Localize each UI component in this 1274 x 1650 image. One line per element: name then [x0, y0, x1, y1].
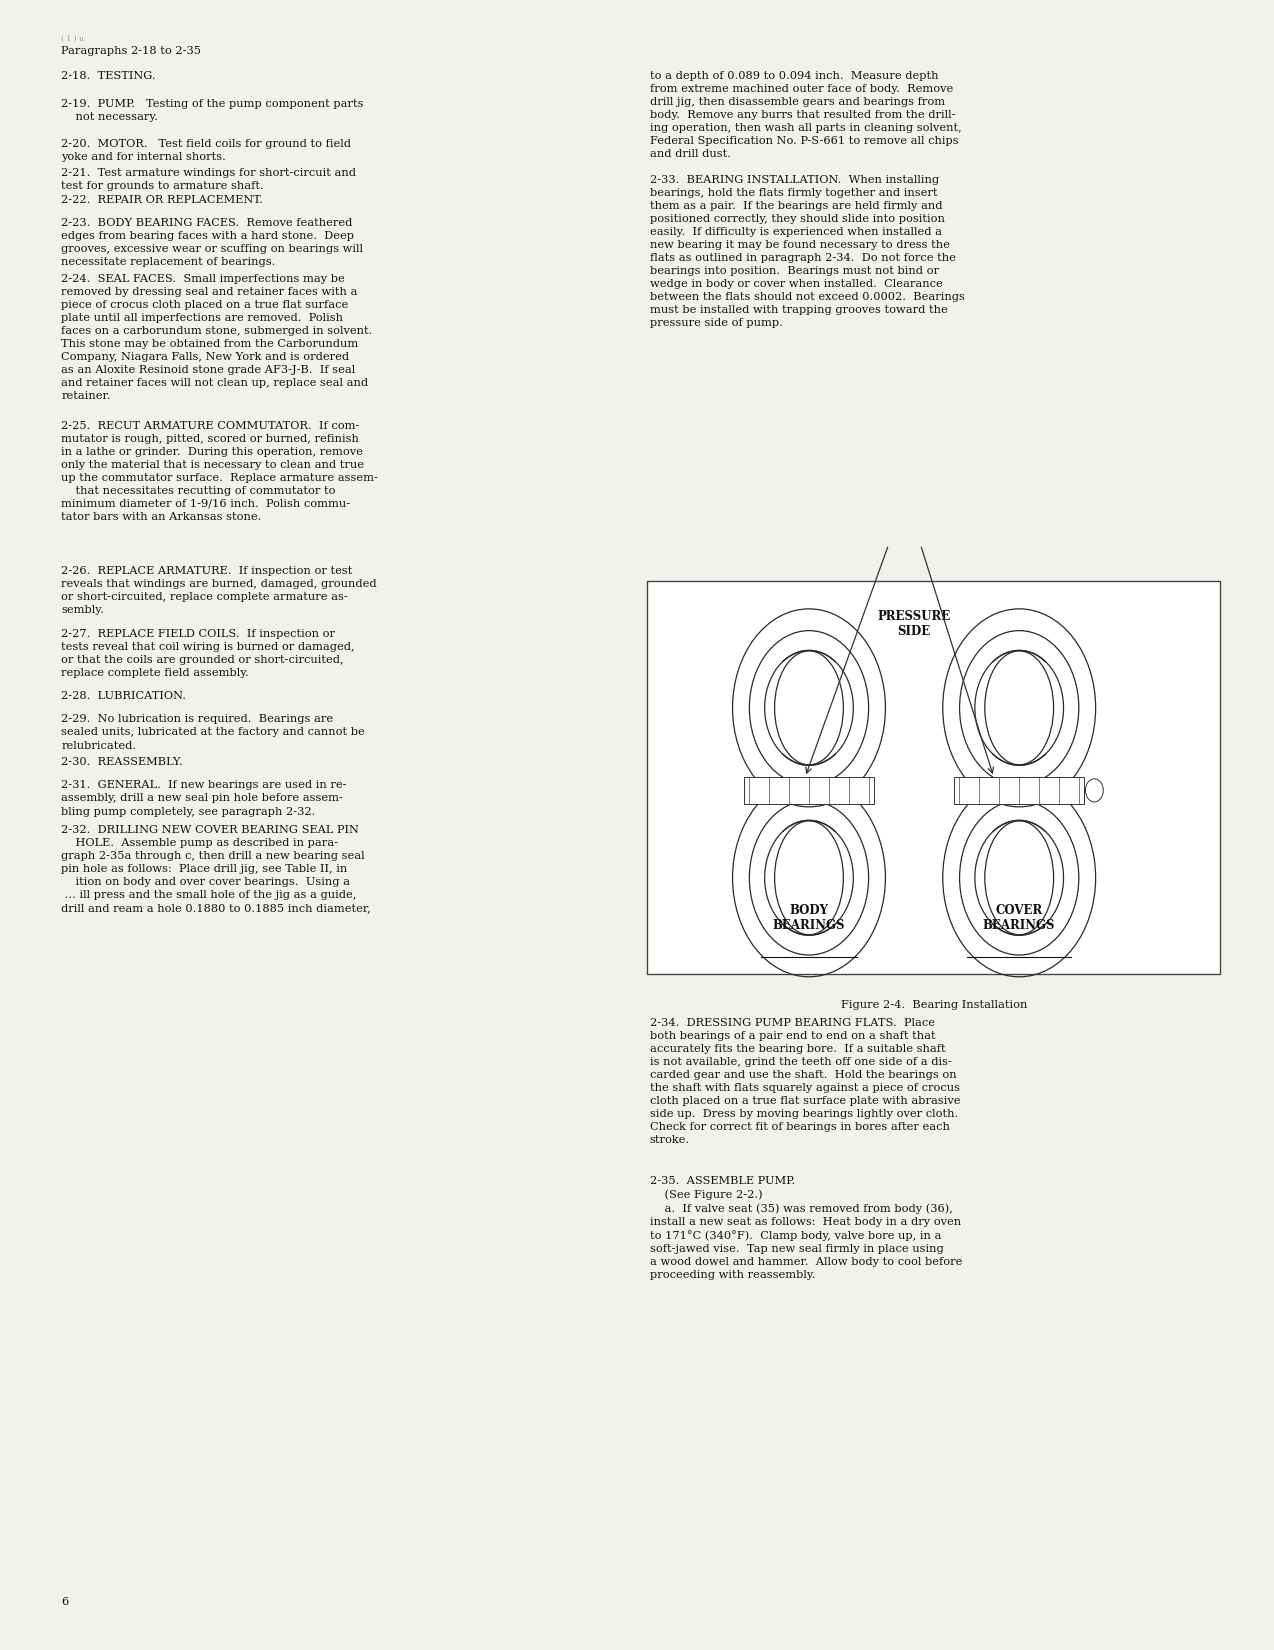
- Text: 2-19.  PUMP.   Testing of the pump component parts
    not necessary.: 2-19. PUMP. Testing of the pump componen…: [61, 99, 363, 122]
- Text: to a depth of 0.089 to 0.094 inch.  Measure depth
from extreme machined outer fa: to a depth of 0.089 to 0.094 inch. Measu…: [650, 71, 962, 158]
- Text: PRESSURE
SIDE: PRESSURE SIDE: [878, 610, 950, 639]
- Bar: [954, 777, 1084, 804]
- Text: 2-26.  REPLACE ARMATURE.  If inspection or test
reveals that windings are burned: 2-26. REPLACE ARMATURE. If inspection or…: [61, 566, 377, 615]
- Text: 2-30.  REASSEMBLY.: 2-30. REASSEMBLY.: [61, 757, 183, 767]
- Text: 2-25.  RECUT ARMATURE COMMUTATOR.  If com-
mutator is rough, pitted, scored or b: 2-25. RECUT ARMATURE COMMUTATOR. If com-…: [61, 421, 378, 521]
- Text: Figure 2-4.  Bearing Installation: Figure 2-4. Bearing Installation: [841, 1000, 1027, 1010]
- Text: COVER
BEARINGS: COVER BEARINGS: [984, 904, 1055, 932]
- Text: 2-23.  BODY BEARING FACES.  Remove feathered
edges from bearing faces with a har: 2-23. BODY BEARING FACES. Remove feather…: [61, 218, 363, 267]
- Text: 2-33.  BEARING INSTALLATION.  When installing
bearings, hold the flats firmly to: 2-33. BEARING INSTALLATION. When install…: [650, 175, 964, 328]
- Text: ( 1 ) u: ( 1 ) u: [61, 35, 84, 43]
- Text: 2-28.  LUBRICATION.: 2-28. LUBRICATION.: [61, 691, 186, 701]
- Text: 2-27.  REPLACE FIELD COILS.  If inspection or
tests reveal that coil wiring is b: 2-27. REPLACE FIELD COILS. If inspection…: [61, 629, 354, 678]
- FancyBboxPatch shape: [647, 581, 1220, 974]
- Text: 2-22.  REPAIR OR REPLACEMENT.: 2-22. REPAIR OR REPLACEMENT.: [61, 195, 264, 205]
- Text: 2-32.  DRILLING NEW COVER BEARING SEAL PIN
    HOLE.  Assemble pump as described: 2-32. DRILLING NEW COVER BEARING SEAL PI…: [61, 825, 371, 912]
- Text: 2-21.  Test armature windings for short-circuit and
test for grounds to armature: 2-21. Test armature windings for short-c…: [61, 168, 357, 191]
- Text: 2-20.  MOTOR.   Test field coils for ground to field
yoke and for internal short: 2-20. MOTOR. Test field coils for ground…: [61, 139, 352, 162]
- Text: 2-35.  ASSEMBLE PUMP.
    (See Figure 2-2.)
    a.  If valve seat (35) was remov: 2-35. ASSEMBLE PUMP. (See Figure 2-2.) a…: [650, 1176, 962, 1280]
- Text: 2-34.  DRESSING PUMP BEARING FLATS.  Place
both bearings of a pair end to end on: 2-34. DRESSING PUMP BEARING FLATS. Place…: [650, 1018, 961, 1145]
- Bar: [744, 777, 874, 804]
- Text: 2-31.  GENERAL.  If new bearings are used in re-
assembly, drill a new seal pin : 2-31. GENERAL. If new bearings are used …: [61, 780, 347, 817]
- Text: 2-29.  No lubrication is required.  Bearings are
sealed units, lubricated at the: 2-29. No lubrication is required. Bearin…: [61, 714, 364, 751]
- Text: 6: 6: [61, 1597, 69, 1607]
- Text: BODY
BEARINGS: BODY BEARINGS: [773, 904, 845, 932]
- Text: 2-24.  SEAL FACES.  Small imperfections may be
removed by dressing seal and reta: 2-24. SEAL FACES. Small imperfections ma…: [61, 274, 372, 401]
- Text: Paragraphs 2-18 to 2-35: Paragraphs 2-18 to 2-35: [61, 46, 201, 56]
- Text: 2-18.  TESTING.: 2-18. TESTING.: [61, 71, 155, 81]
